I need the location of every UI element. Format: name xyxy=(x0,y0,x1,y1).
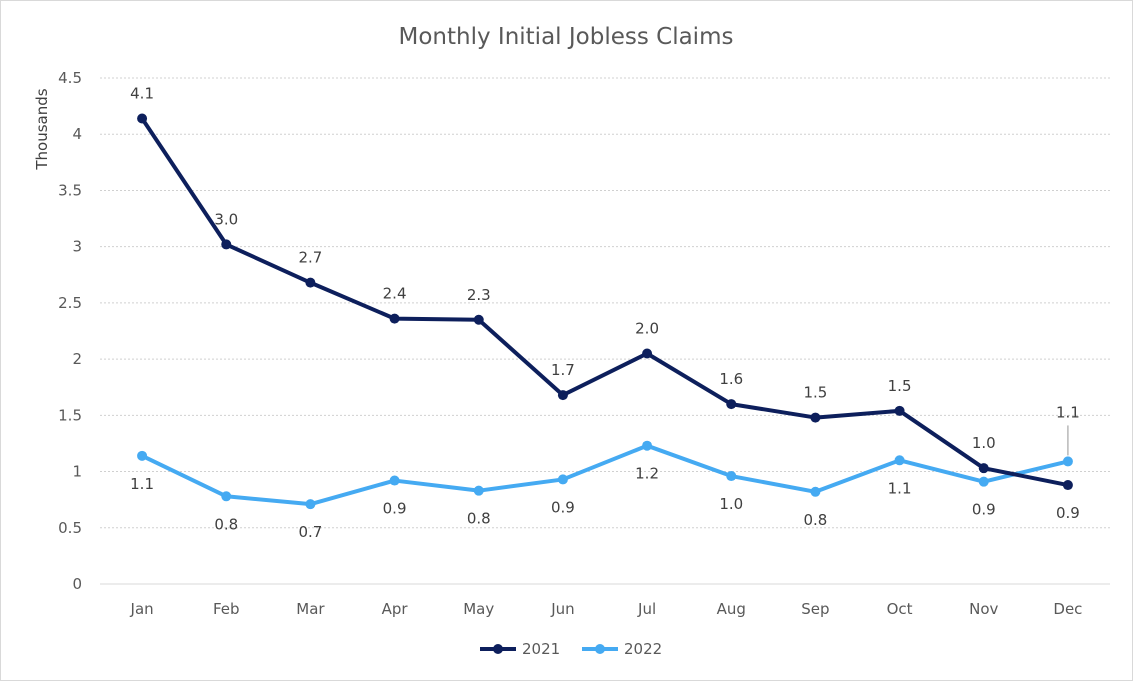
data-label-2021: 2.4 xyxy=(383,285,407,303)
data-point-2021 xyxy=(894,405,905,416)
y-axis-ticks: 0 0.5 1 1.5 2 2.5 3 3.5 4 4.5 xyxy=(58,69,82,593)
legend-label: 2021 xyxy=(522,640,560,658)
data-label-2022: 0.8 xyxy=(467,510,491,528)
x-tick-label: Aug xyxy=(717,600,746,618)
legend-swatch-marker xyxy=(595,644,605,654)
data-label-2022: 0.9 xyxy=(383,500,407,518)
data-point-2022 xyxy=(978,476,989,487)
x-tick-label: Sep xyxy=(801,600,829,618)
x-tick-label: Apr xyxy=(382,600,409,618)
data-point-2022 xyxy=(557,474,568,485)
data-point-2021 xyxy=(642,348,653,359)
x-tick-label: Oct xyxy=(887,600,913,618)
data-point-2022 xyxy=(894,455,905,466)
data-label-2021: 2.0 xyxy=(635,319,659,337)
data-label-2021: 1.6 xyxy=(719,370,743,388)
gridlines xyxy=(100,77,1110,585)
y-tick-label: 0 xyxy=(72,575,82,593)
data-label-2022: 1.1 xyxy=(1056,403,1080,421)
x-tick-label: Jun xyxy=(550,600,574,618)
series-layer xyxy=(137,113,1073,510)
legend-label: 2022 xyxy=(624,640,662,658)
data-point-2021 xyxy=(978,463,989,474)
series-line-2022 xyxy=(141,443,1069,507)
data-point-2022 xyxy=(810,486,821,497)
x-tick-label: Nov xyxy=(969,600,998,618)
data-label-2021: 1.5 xyxy=(888,377,912,395)
data-point-2021 xyxy=(1062,480,1073,491)
y-tick-label: 2.5 xyxy=(58,294,82,312)
data-label-2022: 1.0 xyxy=(719,495,743,513)
y-tick-label: 3 xyxy=(72,238,82,256)
data-label-2022: 0.7 xyxy=(298,523,322,541)
data-point-2021 xyxy=(726,399,737,410)
x-tick-label: Mar xyxy=(296,600,325,618)
legend-swatch-marker xyxy=(493,644,503,654)
data-label-2022: 0.9 xyxy=(551,498,575,516)
data-label-2021: 1.7 xyxy=(551,361,575,379)
data-labels: 4.1 3.0 2.7 2.4 2.3 1.7 2.0 1.6 1.5 1.5 1.0 0.9 1.1 0… xyxy=(130,84,1080,541)
data-point-2021 xyxy=(389,313,400,324)
y-tick-label: 3.5 xyxy=(58,181,82,199)
data-point-2022 xyxy=(726,471,737,482)
data-label-2022: 1.2 xyxy=(635,465,659,483)
data-point-2022 xyxy=(389,475,400,486)
series-2022 xyxy=(137,440,1073,510)
y-tick-label: 2 xyxy=(72,350,82,368)
data-point-2021 xyxy=(137,113,148,124)
x-tick-label: Feb xyxy=(213,600,240,618)
series-2021 xyxy=(137,113,1073,491)
y-axis-label: Thousands xyxy=(33,88,51,170)
data-label-2021: 1.5 xyxy=(803,384,827,402)
x-axis-ticks: Jan Feb Mar Apr May Jun Jul Aug Sep Oct Nov Dec xyxy=(130,600,1083,618)
y-tick-label: 1 xyxy=(72,463,82,481)
legend-item-2022: 2022 xyxy=(582,640,662,658)
y-tick-label: 4.5 xyxy=(58,69,82,87)
legend: 2021 2022 xyxy=(480,640,662,658)
y-tick-label: 1.5 xyxy=(58,406,82,424)
chart-title: Monthly Initial Jobless Claims xyxy=(399,24,734,50)
data-point-2021 xyxy=(473,314,484,325)
data-label-2021: 2.7 xyxy=(298,249,322,267)
data-point-2021 xyxy=(810,412,821,423)
data-label-2021: 2.3 xyxy=(467,286,491,304)
data-point-2022 xyxy=(1062,456,1073,467)
data-label-2022: 1.1 xyxy=(130,475,154,493)
data-label-2022: 0.9 xyxy=(972,501,996,519)
x-tick-label: Jan xyxy=(130,600,154,618)
data-point-2022 xyxy=(137,450,148,461)
data-point-2021 xyxy=(305,277,316,288)
data-label-2021: 1.0 xyxy=(972,434,996,452)
y-tick-label: 4 xyxy=(72,125,82,143)
data-point-2022 xyxy=(473,485,484,496)
x-tick-label: May xyxy=(463,600,494,618)
data-point-2021 xyxy=(221,239,232,250)
x-tick-label: Jul xyxy=(637,600,656,618)
data-point-2021 xyxy=(557,390,568,401)
data-label-2022: 1.1 xyxy=(888,479,912,497)
data-point-2022 xyxy=(221,491,232,502)
data-label-2021: 3.0 xyxy=(214,210,238,228)
data-label-2021: 0.9 xyxy=(1056,504,1080,522)
y-tick-label: 0.5 xyxy=(58,519,82,537)
series-line-2021 xyxy=(140,117,1069,488)
data-point-2022 xyxy=(642,440,653,451)
data-label-2022: 0.8 xyxy=(803,511,827,529)
x-tick-label: Dec xyxy=(1053,600,1082,618)
legend-item-2021: 2021 xyxy=(480,640,560,658)
data-point-2022 xyxy=(305,499,316,510)
data-label-2022: 0.8 xyxy=(214,515,238,533)
data-label-2021: 4.1 xyxy=(130,84,154,102)
